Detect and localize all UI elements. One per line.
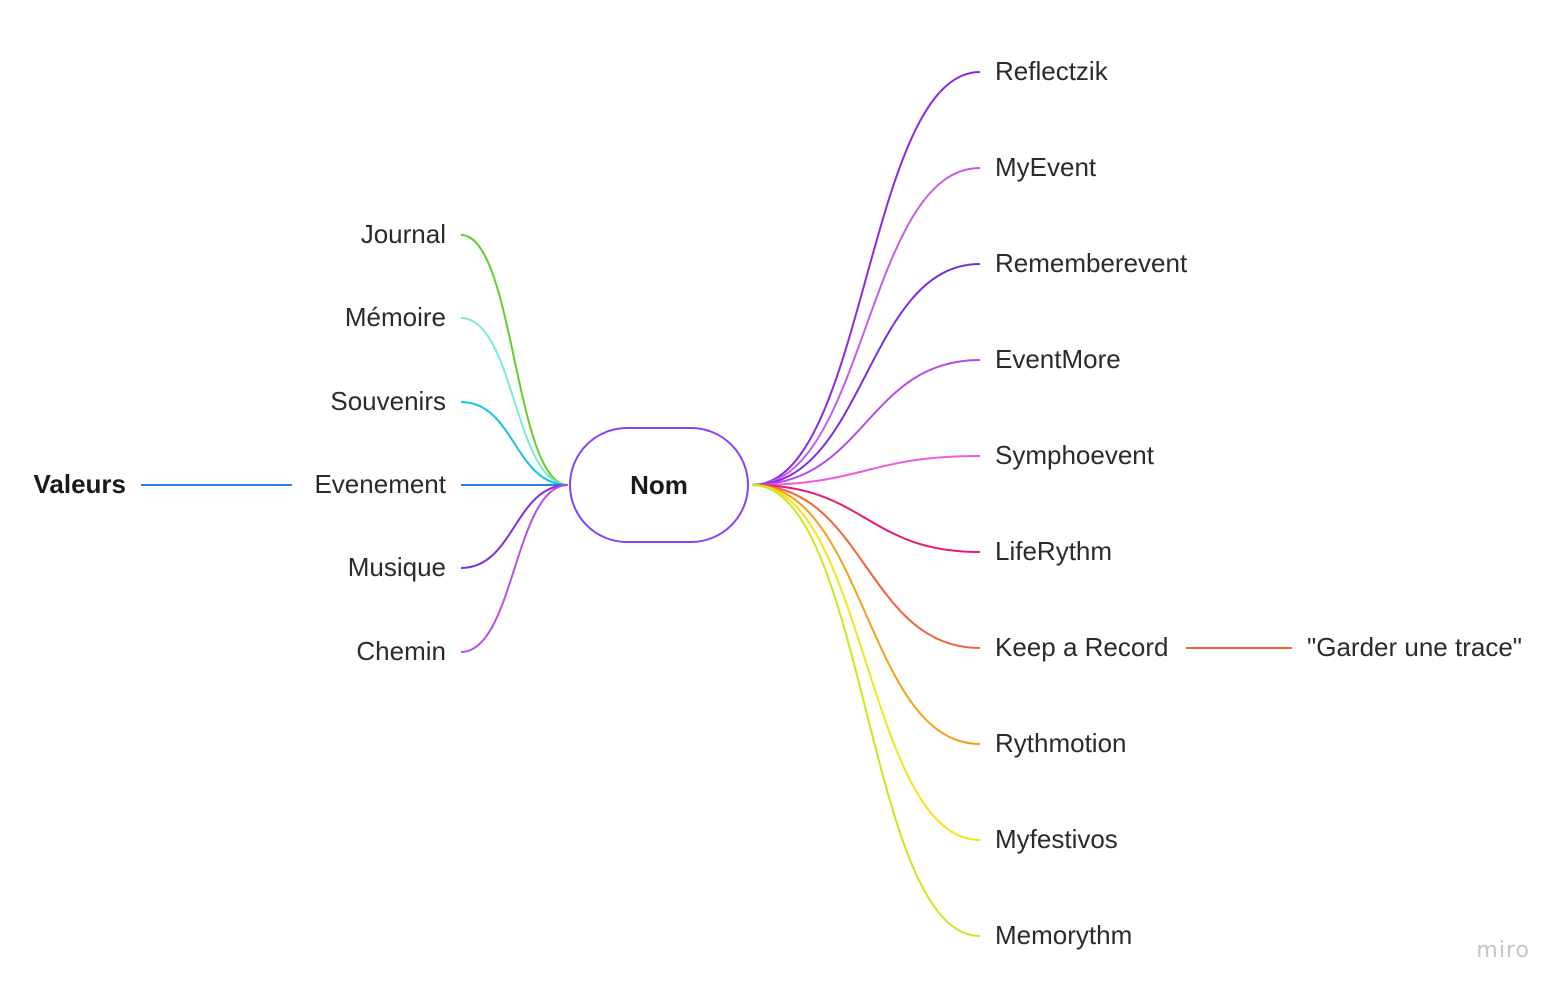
- connector-memorythm: [751, 484, 981, 937]
- node-liferythm[interactable]: LifeRythm: [995, 536, 1113, 566]
- connector-rememberevent: [751, 263, 981, 486]
- node-rythmotion[interactable]: Rythmotion: [995, 728, 1127, 758]
- node-memorythm[interactable]: Memorythm: [995, 920, 1133, 950]
- node-souvenirs[interactable]: Souvenirs: [330, 386, 446, 416]
- connector-reflectzik: [751, 71, 981, 486]
- node-m-moire[interactable]: Mémoire: [344, 302, 446, 332]
- connector-rythmotion: [751, 484, 981, 745]
- connector-myfestivos: [751, 484, 981, 841]
- node-valeurs[interactable]: Valeurs: [33, 469, 126, 499]
- connector-symphoevent: [751, 455, 981, 486]
- connector-keep-a-record: [751, 484, 981, 649]
- node-journal[interactable]: Journal: [360, 219, 446, 249]
- connector-musique: [460, 484, 569, 569]
- central-node-label: Nom: [630, 469, 688, 500]
- connector-eventmore: [751, 359, 981, 486]
- node-evenement[interactable]: Evenement: [314, 469, 446, 499]
- node-chemin[interactable]: Chemin: [356, 636, 446, 666]
- connector-souvenirs: [460, 401, 569, 486]
- node-reflectzik[interactable]: Reflectzik: [995, 56, 1108, 86]
- node-rememberevent[interactable]: Rememberevent: [995, 248, 1188, 278]
- connector-myevent: [751, 167, 981, 486]
- node-myfestivos[interactable]: Myfestivos: [995, 824, 1118, 854]
- connector-journal: [460, 234, 569, 486]
- node-keep-a-record[interactable]: Keep a Record: [995, 632, 1169, 662]
- node-myevent[interactable]: MyEvent: [995, 152, 1097, 182]
- node-eventmore[interactable]: EventMore: [995, 344, 1121, 374]
- connector-liferythm: [751, 484, 981, 553]
- connector-m-moire: [460, 317, 569, 486]
- connector-chemin: [460, 484, 569, 653]
- node-musique[interactable]: Musique: [347, 552, 446, 582]
- node-garder-une-trace[interactable]: "Garder une trace": [1307, 632, 1523, 662]
- miro-watermark: miro: [1476, 938, 1530, 963]
- node-symphoevent[interactable]: Symphoevent: [995, 440, 1154, 470]
- central-node[interactable]: Nom: [569, 427, 749, 543]
